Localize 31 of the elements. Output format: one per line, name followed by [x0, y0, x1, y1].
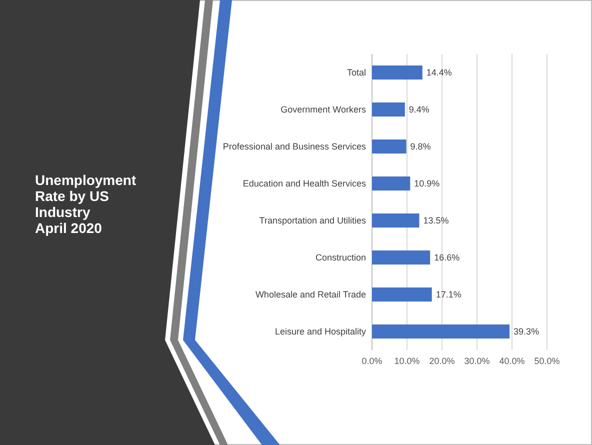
y-tick-label: Construction — [315, 252, 366, 263]
x-tick-label: 10.0% — [394, 356, 420, 366]
y-tick-label: Education and Health Services — [242, 178, 366, 189]
y-tick-label: Transportation and Utilities — [259, 216, 366, 226]
data-label: 17.1% — [436, 290, 462, 300]
y-tick-label: Professional and Business Services — [222, 142, 366, 152]
x-tick-label: 30.0% — [464, 356, 490, 366]
x-tick-label: 40.0% — [499, 356, 525, 366]
bar — [372, 213, 420, 228]
bar — [372, 65, 422, 80]
data-label: 14.4% — [426, 68, 452, 78]
data-label: 10.9% — [414, 178, 440, 189]
bar — [372, 250, 430, 265]
bar — [372, 324, 510, 339]
y-tick-label: Leisure and Hospitality — [274, 326, 366, 337]
data-label: 9.4% — [408, 104, 430, 115]
bar — [372, 139, 406, 154]
y-tick-label: Wholesale and Retail Trade — [255, 290, 366, 300]
x-tick-label: 0.0% — [362, 356, 382, 366]
data-label: 9.8% — [410, 142, 431, 152]
bar — [372, 102, 405, 117]
text: Unemployment Rate by US Industry April 2020 — [35, 172, 136, 236]
bar — [372, 176, 410, 191]
y-tick-label: Total — [346, 68, 366, 78]
x-tick-label: 50.0% — [534, 356, 560, 366]
y-tick-label: Government Workers — [280, 104, 366, 115]
data-label: 39.3% — [514, 326, 540, 337]
bar — [372, 287, 432, 302]
x-tick-label: 20.0% — [429, 356, 455, 366]
data-label: 13.5% — [423, 216, 449, 226]
data-label: 16.6% — [434, 252, 460, 263]
